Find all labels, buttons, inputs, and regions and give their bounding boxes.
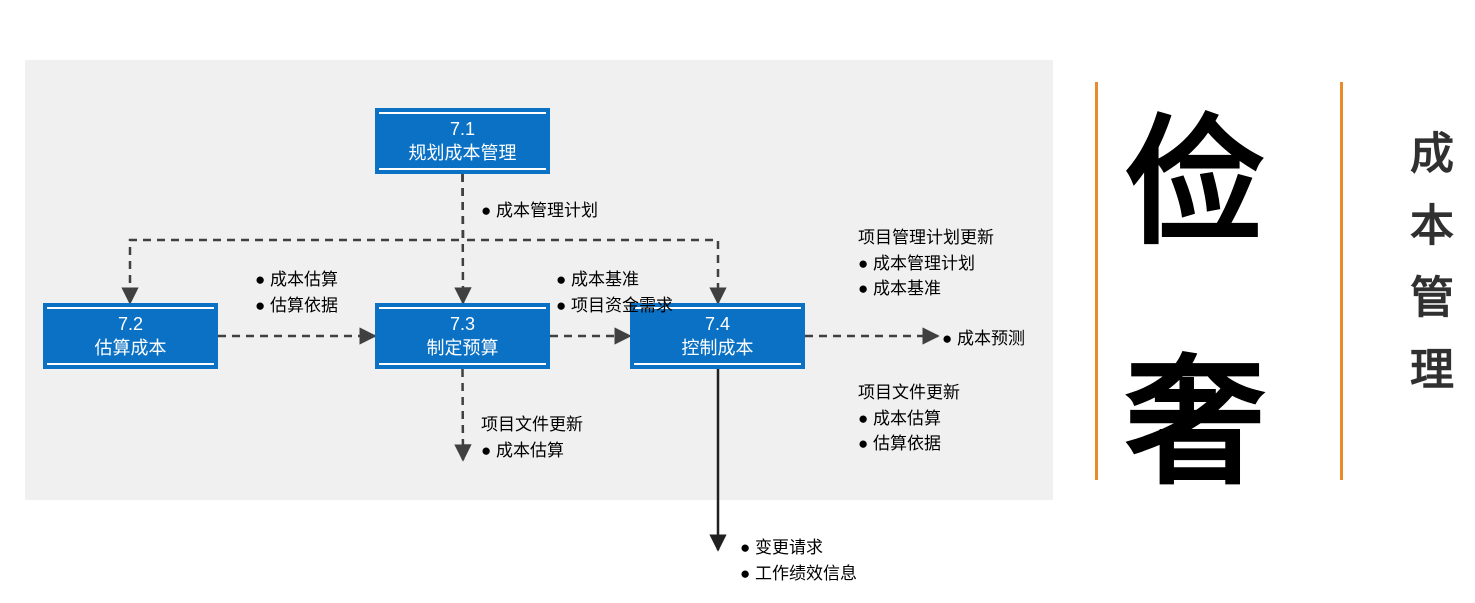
node-number: 7.4: [705, 312, 730, 336]
node-number: 7.2: [118, 312, 143, 336]
annotation-7: ● 变更请求● 工作绩效信息: [740, 535, 857, 586]
title-vertical: 成本管理: [1395, 130, 1459, 418]
annotation-0: ● 成本管理计划: [481, 198, 598, 224]
node-label: 制定预算: [427, 336, 499, 360]
annotation-3: 项目管理计划更新● 成本管理计划● 成本基准: [858, 225, 994, 302]
node-n72: 7.2估算成本: [43, 303, 218, 369]
annotation-5: 项目文件更新● 成本估算● 估算依据: [858, 380, 960, 457]
accent-border-left: [1095, 82, 1098, 480]
annotation-6: 项目文件更新● 成本估算: [481, 412, 583, 463]
node-label: 控制成本: [682, 336, 754, 360]
annotation-4: ● 成本预测: [942, 326, 1025, 352]
node-label: 估算成本: [95, 336, 167, 360]
node-number: 7.1: [450, 117, 475, 141]
node-label: 规划成本管理: [409, 141, 517, 165]
node-n73: 7.3制定预算: [375, 303, 550, 369]
diagram-canvas: 7.1规划成本管理 7.2估算成本 7.3制定预算 7.4控制成本 ● 成本管理计划 ●…: [0, 0, 1475, 603]
annotation-1: ● 成本估算● 估算依据: [255, 267, 338, 318]
node-number: 7.3: [450, 312, 475, 336]
node-n71: 7.1规划成本管理: [375, 108, 550, 174]
annotation-2: ● 成本基准● 项目资金需求: [556, 267, 673, 318]
title-char-1: 俭: [1125, 70, 1265, 272]
title-char-2: 奢: [1125, 310, 1265, 512]
accent-border-right: [1340, 82, 1343, 480]
